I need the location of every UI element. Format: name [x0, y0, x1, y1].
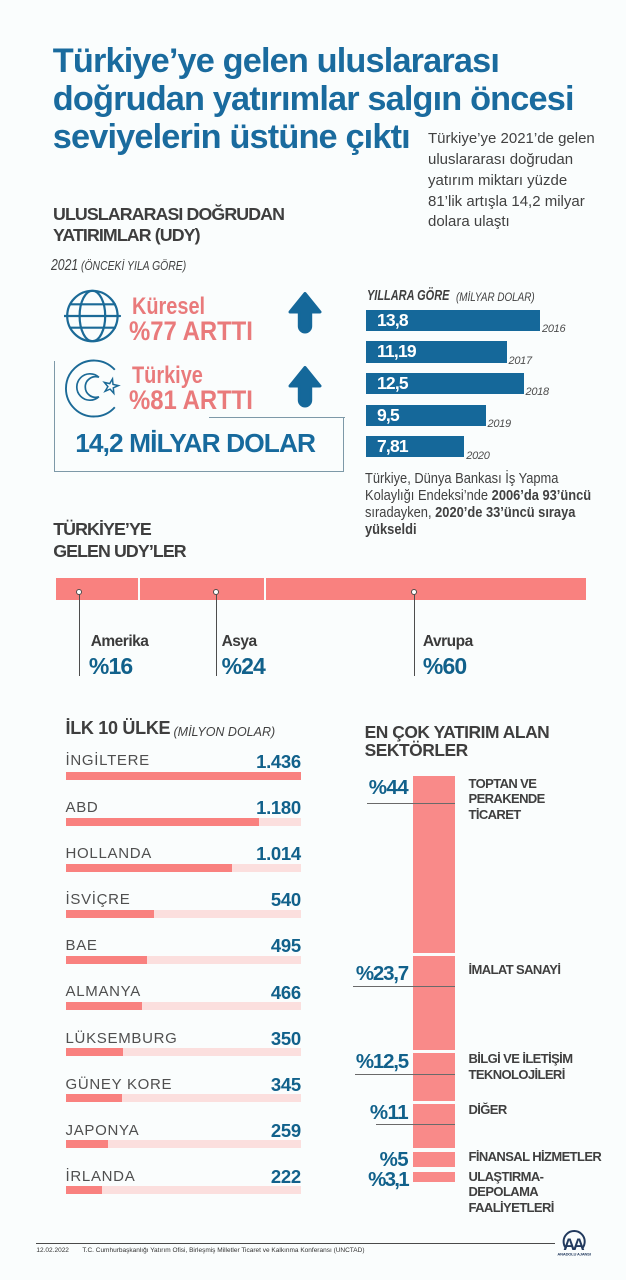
svg-text:A: A — [563, 1236, 575, 1254]
svg-text:A: A — [573, 1236, 585, 1254]
svg-text:ANADOLU AJANSI: ANADOLU AJANSI — [557, 1252, 591, 1257]
